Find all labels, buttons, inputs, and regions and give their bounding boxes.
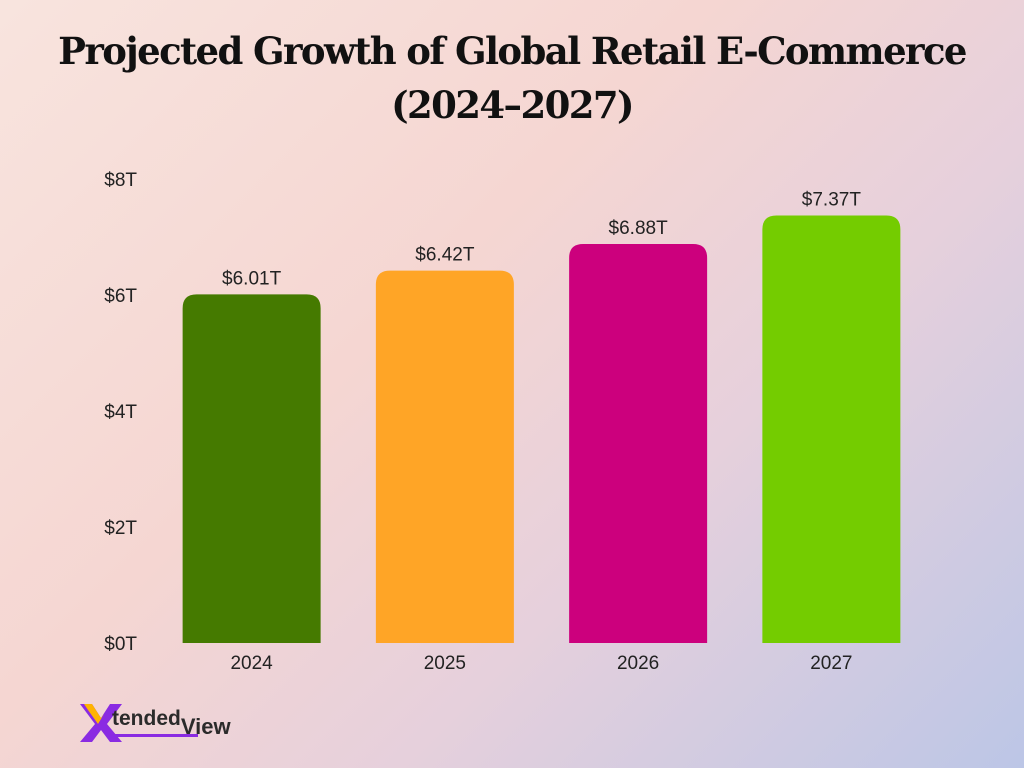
chart-title: Projected Growth of Global Retail E-Comm… — [0, 24, 1024, 132]
x-tick-label-2025: 2025 — [424, 653, 466, 674]
y-tick-label: $4T — [104, 402, 137, 423]
bar-2026 — [569, 243, 708, 643]
xtendedview-logo: tendedView — [78, 700, 268, 748]
logo-word-tended: tended — [112, 707, 181, 730]
bar-2024 — [182, 294, 321, 643]
data-label-2025: $6.42T — [415, 245, 475, 266]
x-tick-label-2027: 2027 — [810, 653, 852, 674]
logo-underline — [114, 734, 198, 737]
data-label-2024: $6.01T — [222, 268, 282, 289]
chart-title-line-2: (2024–2027) — [391, 83, 634, 127]
chart-title-line-1: Projected Growth of Global Retail E-Comm… — [58, 29, 967, 73]
x-tick-label-2024: 2024 — [230, 653, 273, 674]
data-label-2026: $6.88T — [609, 218, 669, 239]
logo-wordmark: tendedView — [112, 707, 231, 739]
y-tick-label: $8T — [104, 170, 137, 191]
bar-2025 — [375, 270, 514, 643]
logo-x-mark-icon — [80, 704, 122, 742]
x-tick-label-2026: 2026 — [617, 653, 659, 674]
y-tick-label: $0T — [104, 634, 137, 655]
y-tick-label: $2T — [104, 518, 137, 539]
data-label-2027: $7.37T — [802, 190, 862, 211]
y-tick-label: $6T — [104, 286, 137, 307]
bar-2027 — [762, 215, 901, 644]
